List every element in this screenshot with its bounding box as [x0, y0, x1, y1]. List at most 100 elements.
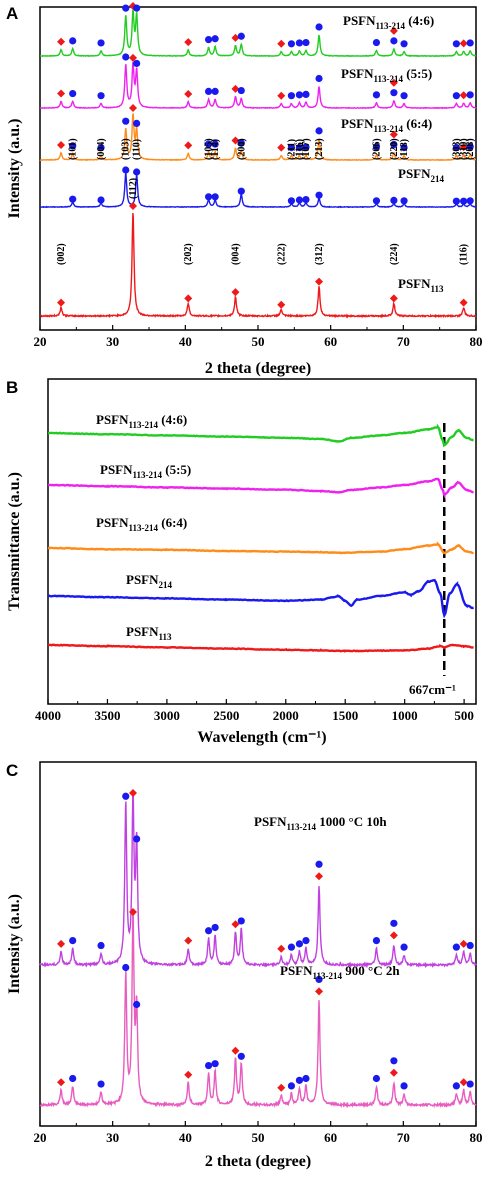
blue-circle-marker — [390, 196, 398, 204]
blue-circle-marker — [390, 1057, 398, 1065]
blue-circle-marker — [69, 1074, 77, 1083]
red-diamond-marker — [459, 143, 468, 152]
red-diamond-marker — [459, 298, 468, 307]
xrd-trace — [39, 61, 477, 110]
red-diamond-marker — [184, 936, 193, 945]
red-diamond-marker — [315, 987, 324, 996]
blue-circle-marker — [466, 941, 474, 950]
blue-circle-marker — [452, 40, 460, 48]
red-diamond-marker — [277, 91, 286, 100]
blue-circle-marker — [315, 975, 323, 984]
panel-b-x-tick-label: 2000 — [273, 708, 299, 723]
hkl-label: (112) — [128, 178, 139, 199]
blue-circle-marker — [460, 197, 468, 205]
hkl-label: (312) — [314, 243, 325, 265]
panel-c-ylabel: Intensity (a.u.) — [6, 894, 23, 994]
blue-circle-marker — [204, 927, 213, 935]
series-label-a: PSFN214 — [398, 166, 445, 184]
red-diamond-marker — [277, 143, 286, 152]
blue-circle-marker — [390, 89, 398, 97]
red-diamond-marker — [129, 789, 138, 797]
ftir-trace — [47, 578, 474, 619]
panel-letter-c: C — [6, 761, 18, 780]
series-label-a: PSFN113-214 (4:6) — [343, 13, 434, 31]
panel-b-ylabel: Transmittance (a.u.) — [6, 472, 23, 611]
blue-circle-marker — [204, 1061, 213, 1070]
blue-circle-marker — [372, 143, 381, 151]
blue-circle-marker — [204, 87, 213, 95]
red-diamond-marker — [184, 89, 193, 98]
series-label-b: PSFN214 — [126, 572, 173, 590]
blue-circle-marker — [452, 144, 460, 152]
red-diamond-marker — [57, 140, 66, 149]
red-diamond-marker — [315, 872, 324, 881]
red-diamond-marker — [57, 298, 66, 307]
blue-circle-marker — [133, 168, 141, 176]
blue-circle-marker — [400, 1082, 408, 1090]
blue-circle-marker — [237, 32, 245, 40]
blue-circle-marker — [390, 37, 398, 45]
red-diamond-marker — [184, 141, 193, 150]
panel-b-x-tick-label: 3500 — [94, 708, 120, 723]
blue-circle-marker — [315, 191, 323, 199]
hkl-label: (002) — [56, 243, 67, 265]
blue-circle-marker — [133, 1000, 141, 1009]
panel-c-x-tick-label: 20 — [34, 1130, 47, 1145]
blue-circle-marker — [400, 197, 408, 205]
blue-circle-marker — [237, 139, 245, 147]
panel-a-x-tick-label: 80 — [470, 334, 483, 349]
red-diamond-marker — [231, 33, 240, 42]
blue-circle-marker — [69, 142, 77, 150]
blue-circle-marker — [69, 195, 77, 203]
hkl-label: (213) — [314, 138, 325, 160]
hkl-label: (103) — [121, 138, 132, 160]
ftir-trace — [47, 643, 474, 653]
series-label-b: PSFN113-214 (4:6) — [96, 412, 187, 430]
red-diamond-marker — [459, 1078, 468, 1087]
panel-b-x-tick-label: 1500 — [332, 708, 358, 723]
blue-circle-marker — [97, 941, 105, 950]
panel-a-x-tick-label: 40 — [179, 334, 192, 349]
blue-circle-marker — [302, 937, 310, 945]
panel-letter-b: B — [6, 378, 18, 397]
blue-circle-marker — [122, 4, 130, 12]
xrd-trace — [39, 113, 476, 162]
panel-b-x-tick-label: 4000 — [35, 708, 61, 723]
hkl-label: (004) — [96, 138, 107, 160]
red-diamond-marker — [129, 104, 138, 112]
blue-circle-marker — [287, 1082, 296, 1090]
series-label-a: PSFN113-214 (5:5) — [341, 66, 432, 84]
blue-circle-marker — [400, 144, 408, 152]
blue-circle-marker — [211, 193, 219, 201]
blue-circle-marker — [372, 937, 381, 945]
red-diamond-marker — [389, 26, 398, 35]
ftir-trace — [47, 541, 474, 555]
blue-circle-marker — [237, 917, 245, 925]
blue-circle-marker — [97, 144, 105, 152]
blue-circle-marker — [69, 89, 77, 98]
blue-circle-marker — [372, 38, 381, 47]
blue-circle-marker — [122, 963, 130, 972]
hkl-label: (206) — [371, 138, 382, 160]
blue-circle-marker — [133, 59, 141, 68]
blue-circle-marker — [204, 36, 213, 44]
blue-circle-marker — [69, 37, 77, 45]
blue-circle-marker — [315, 74, 323, 83]
hkl-label: (101) — [68, 138, 79, 160]
panel-a-x-tick-label: 60 — [324, 334, 337, 349]
red-diamond-marker — [315, 277, 324, 286]
red-diamond-marker — [57, 939, 66, 948]
blue-circle-marker — [295, 940, 304, 948]
panel-c-x-tick-label: 60 — [324, 1130, 337, 1145]
panel-c-x-tick-label: 70 — [397, 1130, 410, 1145]
hkl-label: (208) — [465, 138, 476, 160]
blue-circle-marker — [122, 117, 130, 125]
panel-a-x-tick-label: 20 — [34, 334, 47, 349]
blue-circle-marker — [97, 92, 105, 100]
red-diamond-marker — [129, 202, 138, 210]
blue-circle-marker — [315, 860, 323, 868]
blue-circle-marker — [466, 91, 474, 99]
blue-circle-marker — [237, 1052, 245, 1060]
blue-circle-marker — [466, 39, 474, 47]
series-label-b: PSFN113 — [126, 624, 172, 642]
